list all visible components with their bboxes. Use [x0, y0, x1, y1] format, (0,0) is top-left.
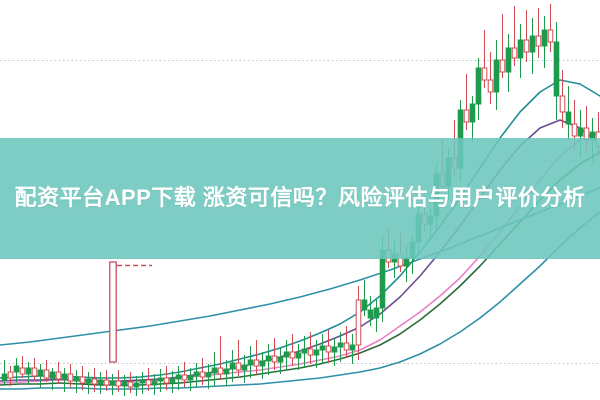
candlestick [103, 370, 110, 391]
candlestick [241, 355, 248, 383]
candlestick [271, 338, 278, 370]
candlestick [79, 366, 86, 390]
candlestick [229, 350, 236, 382]
candlestick [97, 372, 104, 394]
candlestick [49, 368, 56, 390]
candlestick [205, 364, 212, 389]
candlestick [31, 358, 38, 380]
candlestick [367, 296, 374, 326]
annotation-hollow-candle [109, 261, 117, 363]
candlestick [247, 346, 254, 378]
candlestick [283, 340, 290, 370]
candlestick [481, 30, 488, 88]
candlestick [337, 332, 344, 362]
candlestick [7, 366, 14, 386]
candlestick [475, 58, 482, 120]
candlestick [211, 352, 218, 386]
candlestick [289, 334, 296, 366]
candlestick [313, 340, 320, 368]
candlestick [163, 366, 170, 390]
candlestick [223, 360, 230, 386]
candlestick [277, 348, 284, 374]
candlestick [145, 368, 152, 391]
candlestick [235, 340, 242, 376]
candlestick [565, 86, 572, 140]
chart-annotations [109, 261, 152, 363]
candlestick [331, 338, 338, 366]
candlestick [319, 334, 326, 364]
candlestick [91, 368, 98, 392]
candlestick [505, 34, 512, 92]
candlestick [187, 368, 194, 391]
candlestick [559, 70, 566, 128]
candlestick [157, 369, 164, 392]
candlestick [523, 10, 530, 62]
candlestick [109, 374, 116, 395]
candlestick [343, 326, 350, 358]
candlestick [469, 96, 476, 142]
candlestick [1, 360, 8, 384]
candlestick [463, 74, 470, 130]
candlestick [307, 332, 314, 364]
candlestick [517, 24, 524, 78]
candlestick [295, 344, 302, 370]
candlestick [373, 300, 380, 332]
candlestick [121, 375, 128, 396]
candlestick [493, 40, 500, 110]
candlestick [55, 362, 62, 384]
candlestick [73, 370, 80, 393]
candlestick [253, 340, 260, 374]
candlestick [181, 362, 188, 387]
candlestick [85, 372, 92, 394]
candlestick [151, 374, 158, 395]
candlestick [301, 336, 308, 368]
candlestick [133, 376, 140, 396]
candlestick [349, 334, 356, 364]
candlestick [499, 14, 506, 78]
candlestick [535, 8, 542, 58]
candlestick [541, 16, 548, 68]
candlestick [547, 4, 554, 52]
candlestick [175, 366, 182, 390]
candlestick [217, 336, 224, 380]
candlestick [19, 356, 26, 378]
candlestick [193, 363, 200, 388]
candlestick [139, 372, 146, 394]
candlestick [169, 371, 176, 393]
candlestick [529, 18, 536, 74]
candlestick [355, 286, 362, 360]
candlestick [511, 6, 518, 66]
candlestick [325, 330, 332, 362]
candlestick [361, 280, 368, 316]
candlestick [127, 372, 134, 393]
candlestick [61, 368, 68, 392]
candlestick [259, 352, 266, 379]
candlestick [43, 360, 50, 382]
candlestick [37, 364, 44, 388]
candlestick [553, 22, 560, 120]
candlestick [67, 364, 74, 388]
candlestick [25, 362, 32, 385]
candlestick [265, 344, 272, 375]
candlestick [199, 358, 206, 385]
candlestick [487, 52, 494, 104]
candlestick [13, 358, 20, 382]
candlestick [115, 370, 122, 392]
